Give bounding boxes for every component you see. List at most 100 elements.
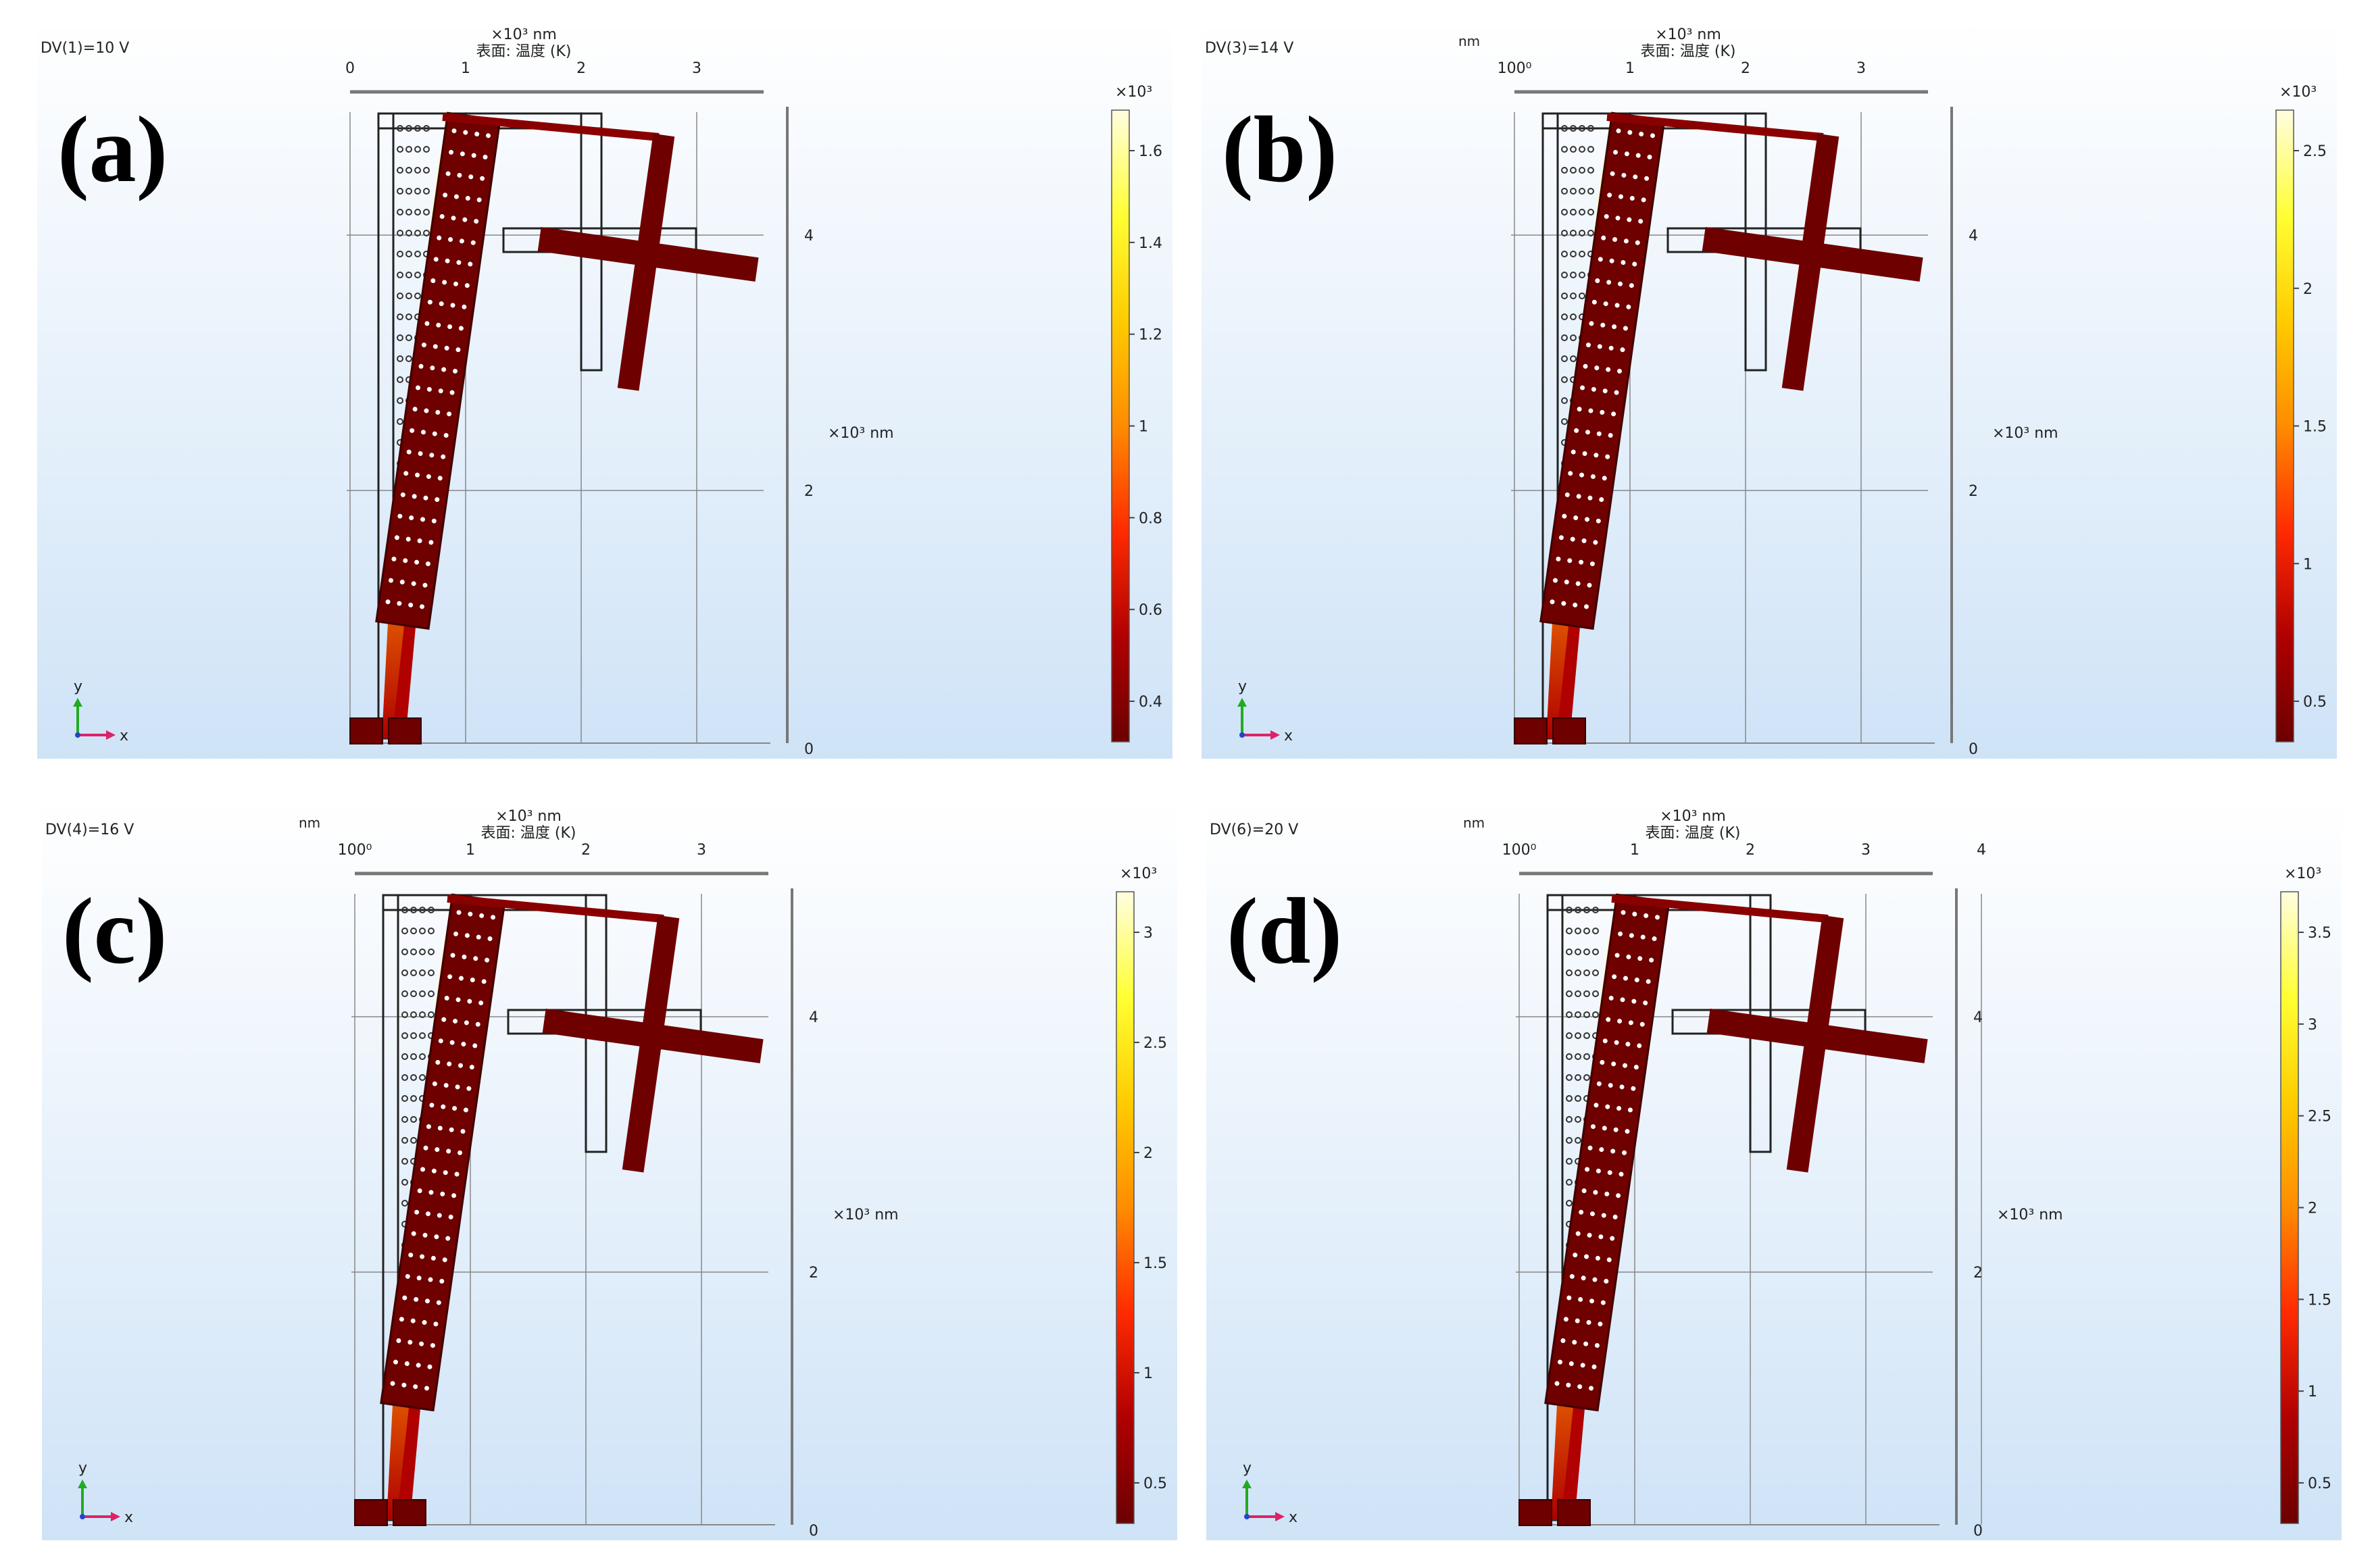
hole-circle bbox=[1561, 251, 1568, 257]
plate-hole bbox=[1625, 1042, 1631, 1047]
plate-hole bbox=[1644, 913, 1649, 918]
axis-triad: yx bbox=[1237, 678, 1293, 744]
plate-hole bbox=[463, 130, 468, 135]
y-tick-label: 2 bbox=[1973, 1265, 1983, 1282]
colorbar-tick-label: 1.5 bbox=[2303, 419, 2327, 436]
hole-circle bbox=[397, 272, 403, 278]
plate-hole bbox=[1577, 1384, 1583, 1390]
anchor-pad-right bbox=[388, 717, 422, 744]
hole-circle bbox=[1561, 313, 1568, 320]
plate-hole bbox=[1626, 304, 1631, 309]
plate-hole bbox=[445, 258, 450, 263]
hole-circle bbox=[401, 1137, 408, 1144]
plate-hole bbox=[1600, 322, 1606, 328]
plate-hole bbox=[1593, 1190, 1598, 1195]
axis-x-letter: x bbox=[1289, 1509, 1298, 1526]
deflected-cross bbox=[537, 133, 759, 391]
plate-hole bbox=[1602, 1126, 1607, 1131]
plate-hole bbox=[1628, 1020, 1633, 1026]
plate-hole bbox=[431, 1168, 437, 1173]
hole-circle bbox=[1575, 949, 1581, 955]
plate-hole bbox=[449, 1127, 454, 1132]
plate-hole bbox=[1570, 536, 1575, 542]
plate-hole bbox=[435, 409, 441, 415]
y-tick-label: 0 bbox=[1973, 1523, 1983, 1540]
hole-circle bbox=[397, 334, 403, 341]
hole-circle bbox=[1561, 376, 1568, 383]
plate-hole bbox=[400, 492, 405, 497]
plate-hole bbox=[1608, 432, 1613, 438]
plate-hole bbox=[1587, 582, 1592, 588]
hole-circle bbox=[1592, 990, 1599, 997]
plate-hole bbox=[1581, 1188, 1587, 1194]
panel-background bbox=[1202, 19, 2337, 759]
plate-hole bbox=[424, 408, 429, 413]
plate-hole bbox=[1602, 476, 1607, 481]
plate-hole bbox=[397, 513, 403, 519]
hole-circle bbox=[1575, 907, 1581, 913]
plate-hole bbox=[1602, 388, 1608, 394]
plate-hole bbox=[438, 388, 443, 394]
hole-circle bbox=[414, 209, 421, 216]
plate-hole bbox=[1605, 454, 1610, 459]
plate-hole bbox=[410, 428, 415, 433]
plate-hole bbox=[423, 495, 428, 501]
colorbar-tick-label: 1.5 bbox=[2308, 1292, 2331, 1309]
plate-hole bbox=[420, 430, 426, 435]
colorbar bbox=[2280, 891, 2299, 1524]
plate-hole bbox=[423, 1145, 428, 1150]
hole-circle bbox=[419, 1032, 426, 1039]
hole-circle bbox=[397, 188, 403, 195]
plate-hole bbox=[1569, 1273, 1575, 1279]
plate-hole bbox=[1589, 321, 1594, 326]
plate-hole bbox=[439, 213, 445, 219]
plate-hole bbox=[430, 1255, 436, 1261]
plate-hole bbox=[1587, 1145, 1593, 1150]
plate-hole bbox=[1595, 278, 1600, 284]
hole-circle bbox=[1583, 969, 1590, 976]
hole-circle bbox=[423, 125, 430, 132]
hole-circle bbox=[1570, 334, 1577, 341]
plate-hole bbox=[1580, 1363, 1585, 1368]
plate-hole bbox=[1583, 363, 1588, 369]
hole-circle bbox=[1566, 1116, 1573, 1123]
plate-hole bbox=[1623, 326, 1628, 331]
plate-hole bbox=[455, 347, 461, 353]
x-tick-label: 100⁰ bbox=[338, 842, 372, 859]
colorbar-tick-label: 0.5 bbox=[2308, 1475, 2331, 1492]
plate-hole bbox=[1646, 979, 1651, 984]
hole-circle bbox=[1575, 1053, 1581, 1060]
plate-hole bbox=[1579, 472, 1585, 478]
hole-circle bbox=[1566, 990, 1573, 997]
hole-circle bbox=[401, 1032, 408, 1039]
plate-hole bbox=[1640, 934, 1646, 940]
plate-hole bbox=[1624, 151, 1629, 157]
axis-y-letter: y bbox=[78, 1460, 87, 1477]
hole-circle bbox=[1570, 355, 1577, 362]
hole-circle bbox=[410, 1032, 417, 1039]
plate-hole bbox=[1604, 1191, 1610, 1196]
hole-circle bbox=[419, 1053, 426, 1060]
deflected-top-arm bbox=[1611, 894, 1829, 923]
plate-hole bbox=[1647, 154, 1652, 159]
colorbar-tick-label: 0.8 bbox=[1139, 510, 1162, 527]
plate-hole bbox=[426, 474, 431, 479]
y-unit-label: ×10³ nm bbox=[1997, 1207, 2063, 1223]
plate-hole bbox=[449, 1040, 455, 1045]
hole-circle bbox=[1570, 313, 1577, 320]
hole-circle bbox=[397, 397, 403, 404]
plate-hole bbox=[408, 603, 414, 608]
plate-hole bbox=[1601, 1213, 1606, 1218]
hole-circle bbox=[1583, 1032, 1590, 1039]
axis-triad: yx bbox=[78, 1460, 133, 1526]
plate-hole bbox=[451, 216, 456, 221]
plate-hole bbox=[437, 1213, 442, 1218]
deflected-plate bbox=[375, 111, 501, 630]
plate-hole bbox=[1627, 217, 1632, 222]
plate-hole bbox=[1620, 997, 1625, 1003]
colorbar bbox=[1111, 109, 1130, 742]
plate-hole bbox=[462, 217, 468, 222]
plate-hole bbox=[1585, 430, 1590, 435]
axis-y-letter: y bbox=[1238, 678, 1247, 695]
hole-circle bbox=[414, 293, 421, 299]
